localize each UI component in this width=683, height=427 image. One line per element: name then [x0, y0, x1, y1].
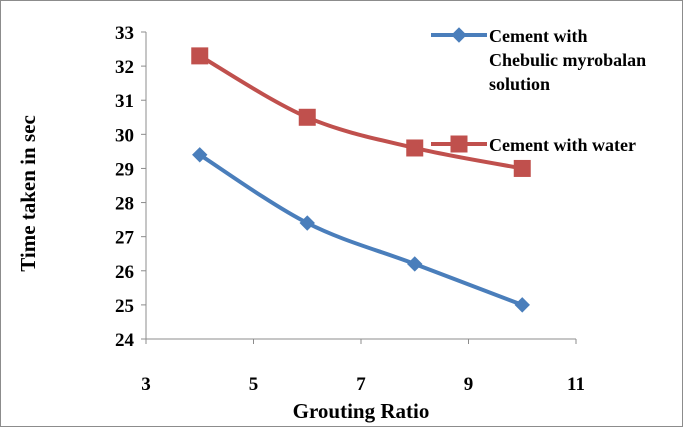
x-tick-label: 5 — [249, 374, 259, 395]
series-chebulic-myrobalan — [192, 147, 530, 313]
y-tick-label: 27 — [115, 228, 135, 249]
y-tick-label: 26 — [115, 262, 134, 283]
x-tick-label: 9 — [464, 374, 474, 395]
legend-swatch-marker — [450, 135, 468, 153]
data-point — [513, 159, 531, 177]
y-tick-label: 33 — [115, 23, 134, 44]
x-axis-title: Grouting Ratio — [293, 399, 430, 423]
y-axis-title: Time taken in sec — [16, 115, 40, 272]
y-tick-label: 28 — [115, 194, 134, 215]
legend-label: Cement with — [489, 26, 587, 46]
y-tick-label: 31 — [115, 91, 134, 112]
data-point — [191, 47, 209, 65]
series-water — [191, 47, 531, 177]
legend-label: solution — [489, 74, 550, 94]
legend-label: Chebulic myrobalan — [489, 50, 646, 70]
legend-entry: Cement with water — [431, 135, 636, 155]
y-tick-label: 32 — [115, 57, 134, 78]
y-tick-label: 24 — [115, 330, 135, 351]
x-tick-label: 3 — [141, 374, 151, 395]
x-tick-label: 7 — [356, 374, 366, 395]
y-tick-label: 25 — [115, 296, 134, 317]
data-point — [299, 215, 315, 231]
data-point — [192, 147, 208, 163]
chart-series — [191, 47, 531, 313]
legend-swatch-marker — [451, 27, 467, 43]
series-line — [198, 54, 523, 171]
x-tick-label: 11 — [567, 374, 585, 395]
data-point — [514, 297, 530, 313]
data-point — [298, 108, 316, 126]
series-line — [198, 153, 523, 307]
data-point — [406, 139, 424, 157]
legend-label: Cement with water — [489, 135, 636, 155]
legend-entry: Cement with Chebulic myrobalan solution — [431, 26, 646, 94]
y-tick-label: 29 — [115, 159, 134, 180]
data-point — [407, 256, 423, 272]
y-tick-label: 30 — [115, 125, 134, 146]
